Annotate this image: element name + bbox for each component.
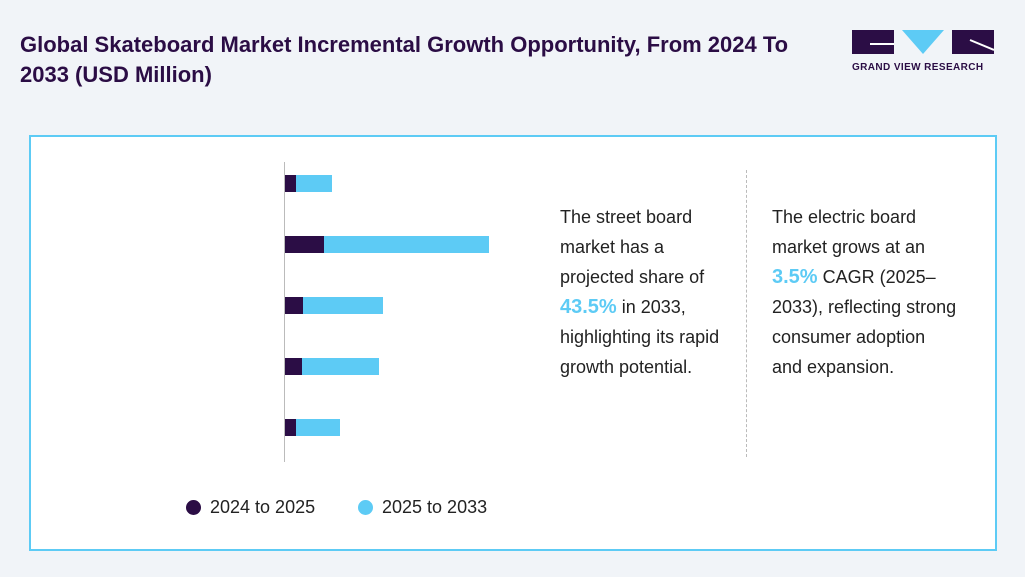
bar-segment (285, 296, 303, 314)
callout-highlight: 43.5% (560, 296, 617, 318)
axis-line (284, 162, 285, 462)
callout-text: in 2033, highlighting its rapid growth p… (560, 297, 720, 377)
chart: Others Classic, Roil Away, Old School)St… (31, 137, 551, 549)
logo-text: GRAND VIEW RESEARCH (852, 62, 984, 73)
bar-segment (296, 174, 332, 192)
callout-text: The electric board market grows at an (772, 207, 926, 257)
title: Global Skateboard Market Incremental Gro… (20, 32, 789, 87)
bar-segment (285, 235, 324, 253)
legend-label: 2024 to 2025 (210, 497, 316, 517)
legend-item: 2024 to 2025 (186, 497, 315, 518)
divider (746, 170, 747, 457)
bar-segment (302, 357, 379, 375)
bar-segment (285, 174, 296, 192)
logo-mark (852, 30, 995, 54)
callout-text: CAGR (2025–2033), reflecting strong cons… (772, 267, 957, 377)
callout-text: The street board market has a projected … (560, 207, 705, 287)
bar-segment (296, 418, 340, 436)
callout-highlight: 3.5% (772, 266, 818, 288)
legend-swatch (358, 500, 373, 515)
bar-segment (285, 357, 302, 375)
bar-segment (303, 296, 383, 314)
callout: The street board market has a projected … (560, 202, 735, 382)
bar-segment (324, 235, 489, 253)
logo: GRAND VIEW RESEARCH (852, 30, 995, 73)
legend-label: 2025 to 2033 (382, 497, 488, 517)
legend-swatch (186, 500, 201, 515)
legend-item: 2025 to 2033 (358, 497, 487, 518)
callout: The electric board market grows at an 3.… (772, 202, 957, 382)
bar-segment (285, 418, 296, 436)
panel: Others Classic, Roil Away, Old School)St… (29, 135, 997, 551)
